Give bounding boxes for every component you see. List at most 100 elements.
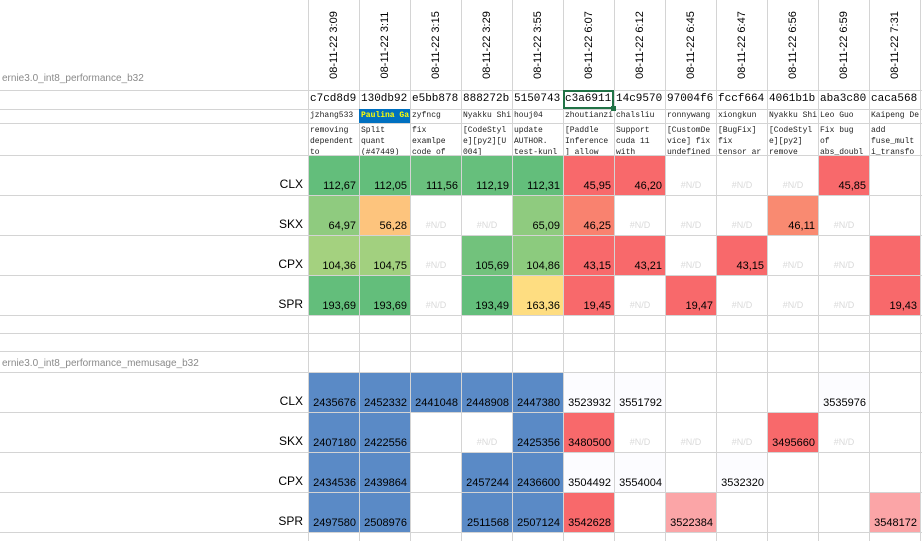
commit-author-cell[interactable]: ronnywang: [667, 111, 711, 120]
commit-hash-cell[interactable]: 14c9570: [616, 93, 663, 105]
performance-cell[interactable]: 112,19: [462, 156, 512, 195]
performance-cell[interactable]: 43,15: [564, 236, 614, 275]
performance-cell[interactable]: #N/D: [782, 180, 804, 190]
commit-hash-cell[interactable]: 5150743: [514, 93, 561, 105]
memusage-cell[interactable]: [615, 493, 665, 532]
commit-message-cell[interactable]: [BugFix] fix tensor ar: [718, 126, 762, 155]
performance-cell[interactable]: 56,28: [360, 196, 410, 235]
commit-message-cell[interactable]: [CodeStyl e][py2][U 004]: [463, 126, 507, 155]
commit-message-cell[interactable]: Split quant (#47449): [361, 126, 400, 155]
performance-cell[interactable]: #N/D: [476, 220, 498, 230]
commit-author-cell[interactable]: Paulina Ga: [359, 109, 410, 123]
memusage-cell[interactable]: [717, 373, 767, 412]
commit-date-cell[interactable]: 08-11-22 7:31: [869, 0, 920, 90]
memusage-cell[interactable]: 2436600: [513, 453, 563, 492]
memusage-cell[interactable]: 2439864: [360, 453, 410, 492]
performance-cell[interactable]: 45,95: [564, 156, 614, 195]
memusage-cell[interactable]: #N/D: [833, 437, 855, 447]
memusage-cell[interactable]: 2457244: [462, 453, 512, 492]
commit-date-cell[interactable]: 08-11-22 6:45: [665, 0, 716, 90]
memusage-cell[interactable]: [870, 373, 920, 412]
memusage-cell[interactable]: 3522384: [666, 493, 716, 532]
memusage-cell[interactable]: 2497580: [309, 493, 359, 532]
commit-author-cell[interactable]: Leo Guo: [820, 111, 854, 120]
performance-cell[interactable]: #N/D: [833, 260, 855, 270]
performance-cell[interactable]: [870, 156, 920, 195]
performance-cell[interactable]: #N/D: [731, 300, 753, 310]
memusage-cell[interactable]: 2425356: [513, 413, 563, 452]
memusage-cell[interactable]: [768, 453, 818, 492]
commit-date-cell[interactable]: 08-11-22 3:15: [410, 0, 461, 90]
performance-cell[interactable]: 193,69: [309, 276, 359, 315]
memusage-cell[interactable]: [768, 373, 818, 412]
performance-cell[interactable]: #N/D: [833, 300, 855, 310]
commit-date-cell[interactable]: 08-11-22 3:29: [461, 0, 512, 90]
commit-message-cell[interactable]: [CustomDe vice] fix undefined: [667, 126, 711, 155]
performance-cell[interactable]: 112,05: [360, 156, 410, 195]
performance-cell[interactable]: #N/D: [425, 300, 447, 310]
commit-author-cell[interactable]: jzhang533: [310, 111, 354, 120]
commit-date-cell[interactable]: 08-11-22 3:11: [359, 0, 410, 90]
performance-cell[interactable]: #N/D: [782, 260, 804, 270]
commit-date-cell[interactable]: 08-11-22 6:07: [563, 0, 614, 90]
performance-cell[interactable]: 46,11: [768, 196, 818, 235]
memusage-cell[interactable]: 2508976: [360, 493, 410, 532]
commit-hash-cell[interactable]: 130db92: [361, 93, 408, 105]
commit-message-cell[interactable]: add fuse_mult i_transfo: [871, 126, 915, 155]
performance-cell[interactable]: 19,43: [870, 276, 920, 315]
memusage-cell[interactable]: 3495660: [768, 413, 818, 452]
memusage-cell[interactable]: 3532320: [717, 453, 767, 492]
commit-author-cell[interactable]: houj04: [514, 111, 543, 120]
commit-message-cell[interactable]: [CodeStyl e][py2] remove: [769, 126, 813, 155]
performance-cell[interactable]: #N/D: [782, 300, 804, 310]
performance-cell[interactable]: 45,85: [819, 156, 869, 195]
memusage-cell[interactable]: 3535976: [819, 373, 869, 412]
commit-message-cell[interactable]: Fix bug of abs_doubl: [820, 126, 864, 155]
performance-cell[interactable]: #N/D: [680, 180, 702, 190]
performance-cell[interactable]: #N/D: [680, 260, 702, 270]
performance-cell[interactable]: 46,25: [564, 196, 614, 235]
performance-cell[interactable]: 43,21: [615, 236, 665, 275]
performance-cell[interactable]: #N/D: [731, 220, 753, 230]
commit-hash-cell[interactable]: aba3c80: [820, 93, 867, 105]
performance-cell[interactable]: 65,09: [513, 196, 563, 235]
performance-cell[interactable]: [870, 236, 920, 275]
commit-author-cell[interactable]: Nyakku Shi: [769, 111, 818, 120]
memusage-cell[interactable]: [411, 453, 461, 492]
memusage-cell[interactable]: [870, 453, 920, 492]
memusage-cell[interactable]: [411, 493, 461, 532]
performance-cell[interactable]: #N/D: [680, 220, 702, 230]
performance-cell[interactable]: 19,47: [666, 276, 716, 315]
memusage-cell[interactable]: 3542628: [564, 493, 614, 532]
performance-cell[interactable]: #N/D: [425, 220, 447, 230]
performance-cell[interactable]: #N/D: [425, 260, 447, 270]
memusage-cell[interactable]: [819, 453, 869, 492]
performance-cell[interactable]: 163,36: [513, 276, 563, 315]
commit-author-cell[interactable]: chalsliu: [616, 111, 655, 120]
memusage-cell[interactable]: 2507124: [513, 493, 563, 532]
commit-message-cell[interactable]: Support cuda 11 with: [616, 126, 650, 155]
performance-cell[interactable]: 112,67: [309, 156, 359, 195]
commit-author-cell[interactable]: Kaipeng De: [871, 111, 920, 120]
commit-message-cell[interactable]: [Paddle Inference ] allow: [565, 126, 609, 155]
memusage-cell[interactable]: 3504492: [564, 453, 614, 492]
performance-cell[interactable]: 105,69: [462, 236, 512, 275]
performance-cell[interactable]: 46,20: [615, 156, 665, 195]
memusage-cell[interactable]: [411, 413, 461, 452]
memusage-cell[interactable]: [870, 413, 920, 452]
performance-cell[interactable]: 193,49: [462, 276, 512, 315]
selection-handle[interactable]: [611, 106, 616, 111]
commit-date-cell[interactable]: 08-11-22 3:09: [308, 0, 359, 90]
memusage-cell[interactable]: 2441048: [411, 373, 461, 412]
commit-date-cell[interactable]: 08-11-22 3:55: [512, 0, 563, 90]
memusage-cell[interactable]: [666, 453, 716, 492]
commit-author-cell[interactable]: xiongkun: [718, 111, 757, 120]
memusage-cell[interactable]: 2448908: [462, 373, 512, 412]
performance-cell[interactable]: 111,56: [411, 156, 461, 195]
performance-cell[interactable]: 193,69: [360, 276, 410, 315]
commit-hash-cell[interactable]: fccf664: [718, 93, 765, 105]
commit-hash-cell[interactable]: caca568: [871, 93, 918, 105]
commit-date-cell[interactable]: 08-11-22 6:12: [614, 0, 665, 90]
memusage-cell[interactable]: 2407180: [309, 413, 359, 452]
performance-cell[interactable]: 104,75: [360, 236, 410, 275]
